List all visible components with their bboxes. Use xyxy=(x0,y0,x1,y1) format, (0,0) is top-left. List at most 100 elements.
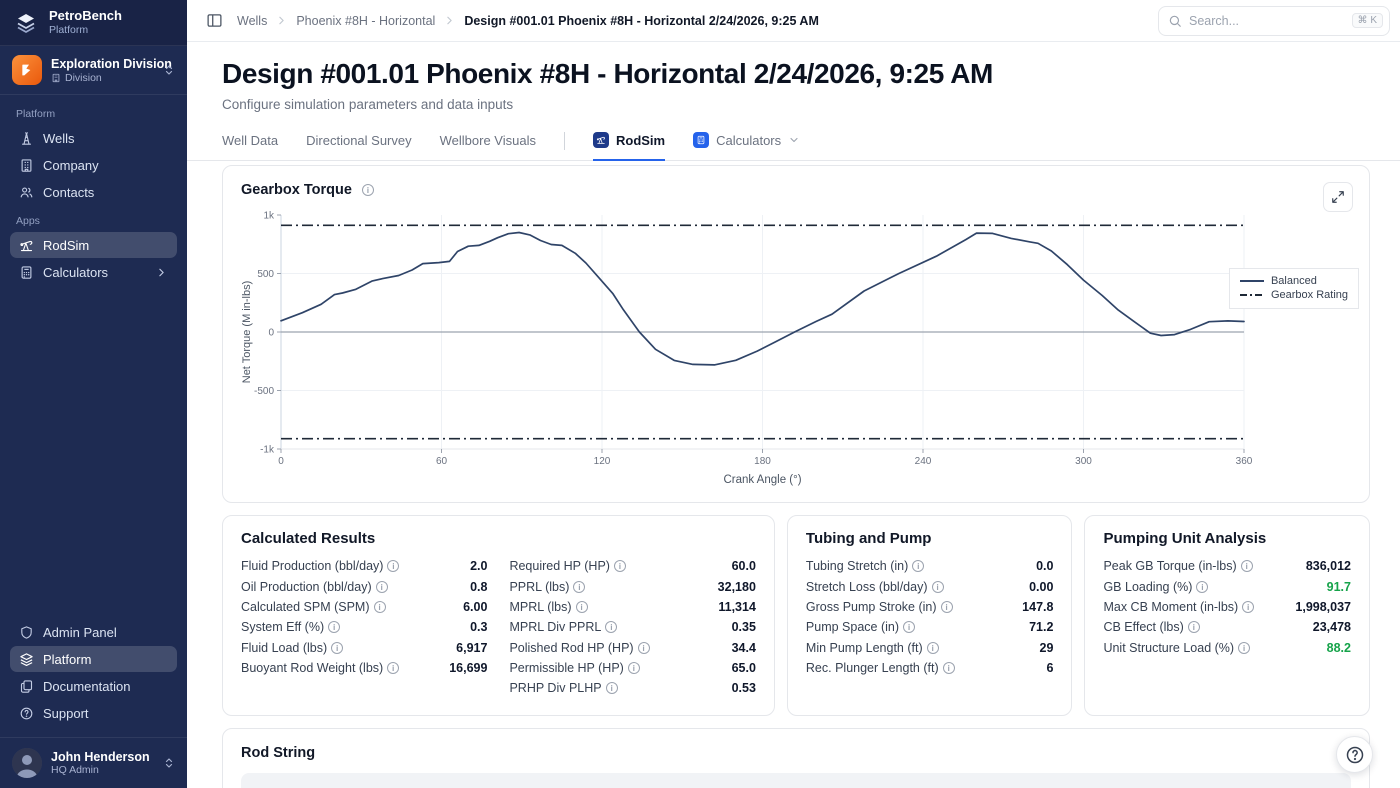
sidebar-toggle-icon[interactable] xyxy=(201,8,227,34)
metric-value: 29 xyxy=(1039,640,1054,655)
tab-rodsim[interactable]: RodSim xyxy=(592,128,666,161)
info-icon[interactable]: i xyxy=(1240,560,1253,573)
info-icon[interactable]: i xyxy=(387,560,400,573)
legend-label: Gearbox Rating xyxy=(1270,289,1348,301)
info-icon[interactable]: i xyxy=(931,580,944,593)
info-icon[interactable]: i xyxy=(903,621,916,634)
sidebar-item-contacts[interactable]: Contacts xyxy=(10,179,177,205)
sidebar-item-wells[interactable]: Wells xyxy=(10,125,177,151)
metric-row-system-eff: System Eff (%) i 0.3 xyxy=(241,617,487,637)
info-icon[interactable]: i xyxy=(331,641,344,654)
tab-wellbore-visuals[interactable]: Wellbore Visuals xyxy=(440,129,536,161)
metric-label: Permissible HP (HP) i xyxy=(509,661,640,675)
user-role: HQ Admin xyxy=(51,764,99,776)
metric-value: 2.0 xyxy=(470,559,488,574)
sidebar-item-support[interactable]: Support xyxy=(10,700,177,726)
info-icon[interactable]: i xyxy=(573,580,586,593)
metric-label: Oil Production (bbl/day) i xyxy=(241,580,388,594)
info-icon[interactable]: i xyxy=(361,184,374,196)
sidebar-item-rodsim[interactable]: RodSim xyxy=(10,232,177,258)
metric-row-max-cb-moment-in-lbs: Max CB Moment (in-lbs) i 1,998,037 xyxy=(1103,597,1351,617)
contacts-icon xyxy=(18,184,34,200)
sidebar-item-label: Company xyxy=(43,157,99,173)
chart-area: 1k 500 0 -500 -1k 0 60 120 180 240 300 360 Net Torqu… xyxy=(241,202,1359,492)
info-icon[interactable]: i xyxy=(940,600,953,613)
breadcrumb-item[interactable]: Phoenix #8H - Horizontal xyxy=(296,13,436,28)
avatar xyxy=(12,748,42,778)
app-header[interactable]: PetroBench Platform xyxy=(0,0,187,46)
results-panels: Calculated Results Fluid Production (bbl/… xyxy=(222,515,1370,716)
svg-text:1k: 1k xyxy=(263,211,275,222)
calculator-icon xyxy=(18,264,34,280)
metric-row-polished-rod-hp-hp: Polished Rod HP (HP) i 34.4 xyxy=(509,638,755,658)
gearbox-torque-card: Gearbox Torque i 1k 500 0 -500 -1k 0 60 120 180 2… xyxy=(222,165,1370,503)
chevron-right-icon xyxy=(443,14,456,27)
org-logo-icon xyxy=(12,55,42,85)
search-input[interactable] xyxy=(1189,13,1345,28)
info-icon[interactable]: i xyxy=(328,621,341,634)
breadcrumb-item[interactable]: Wells xyxy=(237,13,268,28)
sidebar-item-company[interactable]: Company xyxy=(10,152,177,178)
metric-row-permissible-hp-hp: Permissible HP (HP) i 65.0 xyxy=(509,658,755,678)
tab-well-data[interactable]: Well Data xyxy=(222,129,278,161)
metric-label: Rec. Plunger Length (ft) i xyxy=(806,661,955,675)
metric-value: 0.8 xyxy=(470,579,488,594)
info-icon[interactable]: i xyxy=(942,662,955,675)
info-icon[interactable]: i xyxy=(637,641,650,654)
sidebar-footer-nav: Admin Panel Platform Documentation Support xyxy=(0,618,187,731)
info-icon[interactable]: i xyxy=(1238,641,1251,654)
chevron-right-icon xyxy=(275,14,288,27)
derrick-icon xyxy=(18,130,34,146)
info-icon[interactable]: i xyxy=(1187,621,1200,634)
metric-row-pump-space-in: Pump Space (in) i 71.2 xyxy=(806,617,1054,637)
metric-value: 91.7 xyxy=(1326,579,1351,594)
sidebar-item-label: Wells xyxy=(43,130,75,146)
expand-chart-button[interactable] xyxy=(1323,182,1353,212)
svg-text:-500: -500 xyxy=(254,386,274,397)
metric-row-cb-effect-lbs: CB Effect (lbs) i 23,478 xyxy=(1103,617,1351,637)
metric-value: 11,314 xyxy=(718,599,756,614)
layers-icon xyxy=(18,651,34,667)
sidebar-item-calculators[interactable]: Calculators xyxy=(10,259,177,285)
breadcrumb: Wells Phoenix #8H - Horizontal Design #001… xyxy=(237,14,1148,28)
metric-label: Gross Pump Stroke (in) i xyxy=(806,600,953,614)
metric-value: 1,998,037 xyxy=(1295,599,1351,614)
legend-item-gearbox-rating[interactable]: Gearbox Rating xyxy=(1239,288,1348,302)
topbar: Wells Phoenix #8H - Horizontal Design #001… xyxy=(187,0,1400,42)
legend-item-balanced[interactable]: Balanced xyxy=(1239,274,1348,288)
org-building-icon xyxy=(51,73,61,83)
help-button[interactable] xyxy=(1336,736,1373,773)
user-menu[interactable]: John Henderson HQ Admin xyxy=(0,737,187,788)
tab-bar: Well Data Directional Survey Wellbore Visu… xyxy=(187,128,1400,161)
info-icon[interactable]: i xyxy=(912,560,925,573)
org-switcher[interactable]: Exploration Division Division xyxy=(0,46,187,95)
info-icon[interactable]: i xyxy=(627,662,640,675)
sidebar-item-documentation[interactable]: Documentation xyxy=(10,673,177,699)
metric-label: Buoyant Rod Weight (lbs) i xyxy=(241,661,400,675)
metric-value: 147.8 xyxy=(1022,599,1054,614)
sidebar-item-label: Contacts xyxy=(43,184,95,200)
info-icon[interactable]: i xyxy=(373,600,386,613)
svg-text:500: 500 xyxy=(257,269,274,280)
expand-icon xyxy=(1332,191,1344,203)
tab-calculators[interactable]: Calculators xyxy=(693,128,800,161)
panel-tubing-and-pump: Tubing and Pump Tubing Stretch (in) i 0.0 St… xyxy=(786,515,1073,716)
info-icon[interactable]: i xyxy=(605,682,618,695)
info-icon[interactable]: i xyxy=(926,641,939,654)
sidebar-item-label: RodSim xyxy=(43,237,90,253)
info-icon[interactable]: i xyxy=(613,560,626,573)
svg-text:Crank Angle (°): Crank Angle (°) xyxy=(723,474,801,486)
info-icon[interactable]: i xyxy=(375,580,388,593)
sidebar-item-platform[interactable]: Platform xyxy=(10,646,177,672)
info-icon[interactable]: i xyxy=(575,600,588,613)
sidebar-item-admin-panel[interactable]: Admin Panel xyxy=(10,619,177,645)
help-icon xyxy=(18,705,34,721)
info-icon[interactable]: i xyxy=(605,621,618,634)
tab-directional-survey[interactable]: Directional Survey xyxy=(306,129,412,161)
search-box[interactable]: ⌘ K xyxy=(1158,5,1390,36)
metric-value: 65.0 xyxy=(731,661,756,676)
info-icon[interactable]: i xyxy=(387,662,400,675)
metric-value: 32,180 xyxy=(717,579,756,594)
info-icon[interactable]: i xyxy=(1242,600,1255,613)
info-icon[interactable]: i xyxy=(1196,580,1209,593)
